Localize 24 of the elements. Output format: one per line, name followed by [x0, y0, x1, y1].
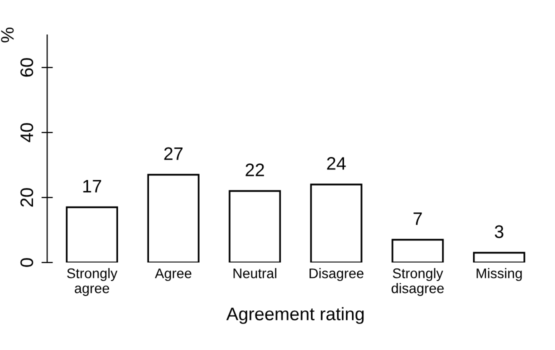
- bar: [228, 190, 281, 262]
- x-tick-label: Neutral: [234, 268, 276, 278]
- x-axis-title: Agreement rating: [226, 307, 364, 324]
- x-tick-label: Agree: [154, 268, 192, 282]
- bar: [147, 174, 200, 262]
- y-tick-label: 20: [20, 188, 34, 207]
- x-tick-label: Strongly disagree: [392, 268, 444, 296]
- data-label: 27: [164, 147, 183, 160]
- data-label: 3: [494, 225, 504, 238]
- y-axis-title: %: [1, 28, 14, 42]
- bar: [66, 206, 118, 262]
- data-label: 7: [414, 212, 422, 225]
- bar: [473, 252, 526, 262]
- bar: [392, 238, 444, 262]
- x-tick-label: Strongly agree: [67, 268, 118, 296]
- x-tick-label: Missing: [476, 268, 522, 282]
- bar: [310, 184, 362, 262]
- y-tick-label: 0: [20, 258, 34, 267]
- data-label: 24: [327, 157, 346, 170]
- y-tick-label: 40: [20, 123, 34, 142]
- data-label: 17: [83, 180, 102, 192]
- y-tick-label: 60: [20, 58, 34, 77]
- data-label: 22: [246, 164, 264, 176]
- x-tick-label: Disagree: [310, 268, 364, 282]
